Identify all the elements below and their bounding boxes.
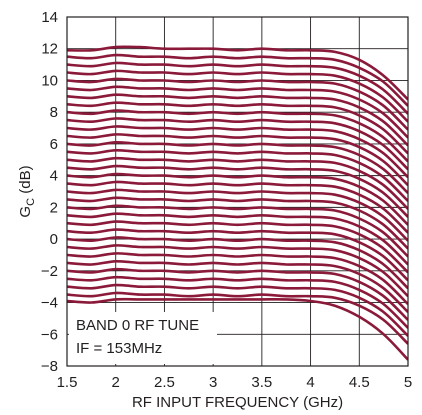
x-tick-label: 2.5 bbox=[154, 374, 175, 391]
y-tick-label: −8 bbox=[41, 358, 58, 375]
x-axis-title: RF INPUT FREQUENCY (GHz) bbox=[132, 394, 343, 411]
y-axis-title-main: G bbox=[17, 206, 34, 218]
x-tick-labels: 1.5 2 2.5 3 3.5 4 4.5 5 bbox=[57, 374, 413, 391]
gain-curve-14 bbox=[67, 148, 408, 202]
gain-curve-24 bbox=[67, 228, 408, 282]
annotation-line-2: IF = 153MHz bbox=[76, 340, 162, 357]
x-tick-label: 5 bbox=[404, 374, 412, 391]
gain-curve-11 bbox=[67, 125, 408, 179]
gain-curve-6 bbox=[67, 85, 408, 139]
gain-curve-22 bbox=[67, 212, 408, 266]
gain-curve-12 bbox=[67, 133, 408, 187]
gain-curve-28 bbox=[67, 259, 408, 314]
gain-curve-31 bbox=[67, 283, 408, 337]
y-tick-label: 2 bbox=[50, 199, 58, 216]
plot-frame bbox=[66, 16, 409, 367]
gain-curve-27 bbox=[67, 252, 408, 306]
gain-curve-2 bbox=[67, 53, 408, 107]
gain-curve-13 bbox=[67, 140, 408, 195]
y-tick-label: 14 bbox=[41, 9, 58, 26]
gain-curve-26 bbox=[67, 244, 408, 298]
gain-curve-23 bbox=[67, 220, 408, 274]
gain-curve-1 bbox=[67, 45, 408, 101]
y-tick-label: 0 bbox=[50, 231, 58, 248]
y-tick-labels: −8 −6 −4 −2 0 2 4 6 8 10 12 14 bbox=[41, 9, 58, 375]
x-tick-label: 4 bbox=[306, 374, 314, 391]
gain-curve-17 bbox=[67, 172, 408, 226]
y-axis-title-sub: C bbox=[25, 198, 37, 206]
y-tick-label: 8 bbox=[50, 104, 58, 121]
gain-curve-25 bbox=[67, 236, 408, 290]
gain-curve-30 bbox=[67, 275, 408, 329]
gain-curve-20 bbox=[67, 196, 408, 250]
x-tick-label: 2 bbox=[112, 374, 120, 391]
gain-curve-5 bbox=[67, 77, 408, 131]
gain-curve-15 bbox=[67, 156, 408, 210]
y-axis-title: GC (dB) bbox=[17, 165, 37, 217]
gain-curve-33 bbox=[67, 297, 408, 361]
y-tick-label: 4 bbox=[50, 168, 58, 185]
gain-curve-16 bbox=[67, 164, 408, 218]
y-axis-title-unit: (dB) bbox=[17, 165, 34, 198]
gain-curve-18 bbox=[67, 180, 408, 234]
gain-curve-9 bbox=[67, 109, 408, 163]
x-tick-label: 3.5 bbox=[251, 374, 272, 391]
gain-curve-3 bbox=[67, 61, 408, 115]
y-tick-label: −4 bbox=[41, 295, 58, 312]
annotation-line-1: BAND 0 RF TUNE bbox=[76, 317, 199, 334]
gain-curve-8 bbox=[67, 101, 408, 155]
gain-curve-29 bbox=[67, 267, 408, 321]
y-tick-label: 6 bbox=[50, 136, 58, 153]
gain-curve-19 bbox=[67, 188, 408, 242]
y-tick-label: 12 bbox=[41, 41, 58, 58]
x-tick-label: 3 bbox=[209, 374, 217, 391]
x-tick-label: 1.5 bbox=[57, 374, 78, 391]
y-tick-label: −2 bbox=[41, 263, 58, 280]
gain-curve-21 bbox=[67, 204, 408, 258]
gain-curves bbox=[67, 45, 408, 361]
gain-curve-4 bbox=[67, 69, 408, 123]
y-tick-label: −6 bbox=[41, 326, 58, 343]
gain-curve-10 bbox=[67, 117, 408, 171]
x-tick-label: 4.5 bbox=[349, 374, 370, 391]
gain-curve-7 bbox=[67, 93, 408, 147]
annotation-box bbox=[69, 312, 217, 364]
gain-curve-32 bbox=[67, 291, 408, 345]
y-tick-label: 10 bbox=[41, 72, 58, 89]
